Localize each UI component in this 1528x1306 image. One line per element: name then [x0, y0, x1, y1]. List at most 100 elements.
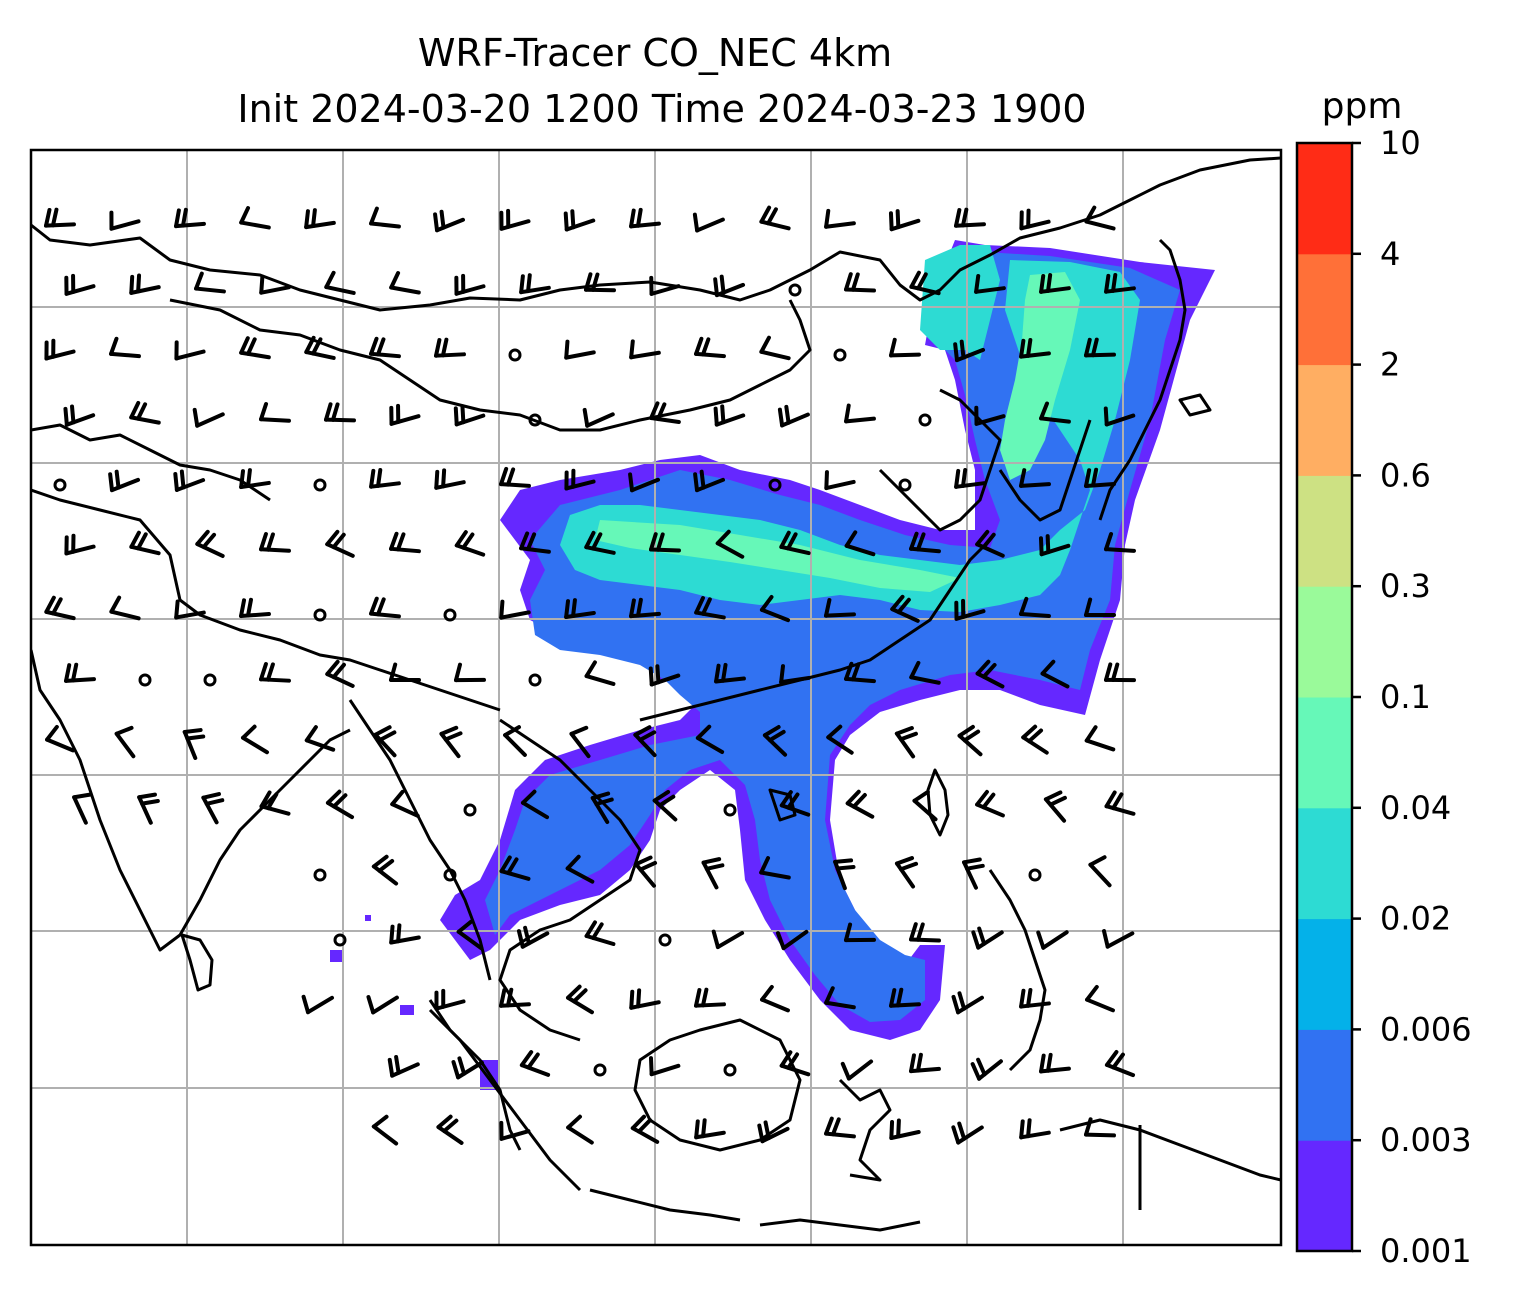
wind-barb [954, 207, 986, 228]
colorbar-segment [1297, 697, 1352, 809]
wind-barb [45, 724, 75, 753]
wind-barb [371, 1114, 399, 1146]
wind-barb [499, 599, 531, 620]
wind-barb [1043, 790, 1067, 823]
colorbar-ticks: 0.001 0.003 0.006 0.02 0.04 0.1 0.3 0.6 2 4 10 [1352, 124, 1472, 1270]
wind-barb [325, 529, 355, 558]
wind-barb [649, 401, 681, 425]
wind-barb [313, 608, 327, 622]
wind-barb [72, 792, 92, 825]
wind-barb [366, 995, 399, 1015]
colorbar-tick-label: 0.3 [1380, 567, 1431, 605]
coastline-path [31, 649, 351, 952]
wind-barb [63, 404, 96, 427]
colorbar-tick-label: 0.1 [1380, 678, 1431, 716]
wind-barb [566, 984, 594, 1015]
wind-barb [453, 404, 486, 427]
colorbar-segment [1297, 143, 1352, 255]
wind-barb [454, 273, 486, 296]
wind-barb [695, 724, 725, 755]
wind-barb [844, 922, 876, 943]
plume-band-cyan [560, 260, 1140, 612]
wind-barb [779, 790, 811, 817]
wind-barb [824, 1116, 856, 1139]
coastline-path [348, 699, 492, 981]
wind-barb [970, 1057, 1003, 1081]
wind-barb [389, 531, 421, 554]
wind-barb [463, 803, 477, 817]
wind-barb [694, 1118, 726, 1140]
wind-barb [909, 660, 941, 685]
wind-barb [499, 1120, 531, 1141]
wind-barb [777, 404, 810, 428]
wind-barb [1038, 534, 1071, 557]
wind-barb [1019, 987, 1051, 1009]
wind-barb [693, 469, 726, 493]
wind-barb [369, 336, 401, 359]
wind-barb [844, 661, 876, 684]
wind-barb [304, 725, 336, 752]
wind-barb [192, 407, 225, 428]
wind-barb [909, 922, 941, 943]
wind-barb [713, 274, 746, 298]
wind-barb [313, 868, 327, 882]
wind-barb [584, 530, 616, 555]
wind-barb [241, 724, 269, 755]
wind-barb [519, 273, 551, 295]
wind-barb [692, 212, 725, 233]
wind-barb [138, 673, 152, 687]
wind-barb [909, 531, 941, 554]
wind-barb [324, 402, 356, 423]
wind-barb [1019, 596, 1051, 619]
wind-barb [788, 283, 802, 297]
wind-barb [779, 664, 811, 685]
colorbar-tick-label: 4 [1380, 235, 1400, 273]
wind-barb [259, 274, 291, 295]
colorbar-tick-label: 0.04 [1380, 789, 1451, 827]
wind-barb [1104, 790, 1136, 816]
wind-barb [499, 855, 531, 881]
wind-barb [369, 206, 401, 229]
wind-barb [456, 919, 484, 951]
wind-barb [629, 339, 661, 360]
gridlines [31, 150, 1281, 1245]
coastline-path [31, 423, 271, 502]
wind-barb [1019, 337, 1051, 359]
wind-barb [259, 662, 291, 683]
wind-barb [1102, 929, 1135, 949]
wind-barb [694, 336, 726, 359]
wind-barb [1039, 1052, 1071, 1074]
wind-barb [634, 855, 658, 888]
wind-barb [434, 337, 466, 358]
wind-barb [889, 987, 921, 1008]
wind-barb [975, 529, 1005, 558]
wind-barb [1084, 597, 1116, 618]
wind-barb [64, 662, 96, 683]
colorbar-unit: ppm [1322, 86, 1403, 127]
coastline-path [180, 933, 214, 992]
wind-barb [951, 1121, 984, 1145]
wind-barb [174, 207, 206, 229]
colorbar-segment [1297, 918, 1352, 1030]
wind-barb [182, 728, 206, 760]
wind-barb [333, 933, 347, 947]
wind-barb [389, 271, 421, 295]
wind-barb [195, 529, 225, 558]
figure-title-line-2: Init 2024-03-20 1200 Time 2024-03-23 190… [237, 87, 1086, 131]
wind-barb [324, 270, 356, 295]
wind-barb [564, 598, 596, 620]
wind-barb [313, 478, 327, 492]
wind-barb [824, 208, 856, 229]
wind-barb [584, 920, 616, 946]
wind-barb [628, 472, 660, 493]
wind-barb [1084, 725, 1116, 752]
wind-barb [528, 673, 542, 687]
wind-barb [953, 339, 986, 363]
wind-barb [519, 531, 551, 554]
wind-barb [239, 336, 271, 360]
wind-barb [499, 987, 531, 1008]
colorbar-segment [1297, 253, 1352, 366]
wind-barb [629, 207, 661, 229]
wind-barb [508, 348, 522, 362]
